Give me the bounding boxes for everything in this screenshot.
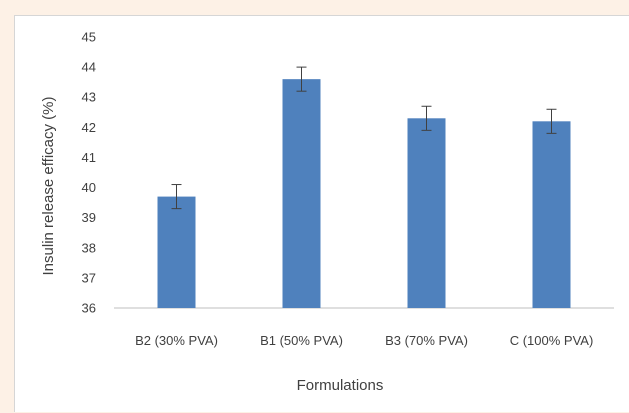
- error-bar: [546, 108, 557, 134]
- y-tick-label: 37: [82, 270, 96, 285]
- y-tick-label: 41: [82, 150, 96, 165]
- y-tick-label: 38: [82, 240, 96, 255]
- x-tick-label: B2 (30% PVA): [135, 333, 218, 348]
- bar: [157, 196, 196, 308]
- y-tick-label: 45: [82, 30, 96, 45]
- y-axis-ticks: 36 37 38 39 40 41 42 43 44 45: [82, 30, 96, 316]
- bar-chart: 36 37 38 39 40 41 42 43 44 45 B2 (30% PVA) B1 (50%…: [40, 30, 614, 394]
- y-tick-label: 36: [82, 301, 96, 316]
- x-tick-label: B1 (50% PVA): [260, 333, 343, 348]
- error-bar: [421, 105, 432, 131]
- bar: [282, 79, 321, 309]
- error-bars: [171, 66, 557, 210]
- chart-frame: 36 37 38 39 40 41 42 43 44 45 B2 (30% PVA) B1 (50%…: [14, 15, 629, 412]
- bar: [532, 121, 571, 308]
- error-bar: [296, 66, 307, 92]
- x-axis-ticks: B2 (30% PVA) B1 (50% PVA) B3 (70% PVA) C (1…: [135, 333, 593, 348]
- x-tick-label: C (100% PVA): [510, 333, 594, 348]
- error-bar: [171, 184, 182, 210]
- x-axis-title: Formulations: [297, 377, 384, 394]
- y-tick-label: 39: [82, 210, 96, 225]
- bars: [157, 79, 571, 309]
- y-tick-label: 40: [82, 180, 96, 195]
- y-tick-label: 43: [82, 90, 96, 105]
- bar: [407, 118, 446, 308]
- y-tick-label: 44: [82, 60, 96, 75]
- x-tick-label: B3 (70% PVA): [385, 333, 468, 348]
- y-axis-title: Insulin release efficacy (%): [40, 97, 57, 276]
- y-tick-label: 42: [82, 120, 96, 135]
